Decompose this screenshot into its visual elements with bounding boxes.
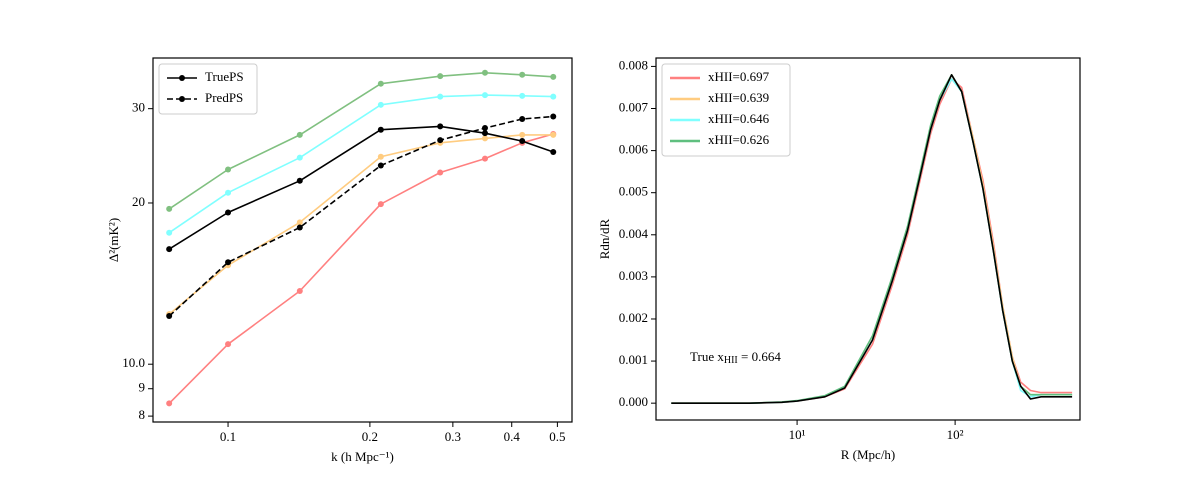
y-tick-label: 8 — [139, 407, 146, 422]
point — [481, 69, 488, 76]
point — [550, 93, 557, 100]
point — [166, 313, 173, 320]
point — [550, 131, 557, 138]
series-line — [168, 72, 554, 210]
x-axis-label: k (h Mpc⁻¹) — [331, 449, 394, 464]
legend-label: xHII=0.646 — [708, 111, 770, 126]
legend-label: PredPS — [205, 90, 243, 105]
x-axis-label: R (Mpc/h) — [841, 447, 896, 462]
y-tick-label: 0.003 — [619, 268, 648, 283]
series-line — [168, 125, 554, 250]
point — [296, 287, 303, 294]
y-tick-label: 9 — [139, 380, 146, 395]
point — [296, 177, 303, 184]
plot-area — [166, 69, 557, 407]
y-tick-label: 30 — [132, 100, 145, 115]
point — [519, 115, 526, 122]
y-tick-label: 0.007 — [619, 99, 649, 114]
point — [519, 71, 526, 78]
point — [296, 154, 303, 161]
point — [377, 80, 384, 87]
point — [481, 155, 488, 162]
point — [519, 138, 526, 145]
point — [481, 92, 488, 99]
point — [481, 125, 488, 132]
point — [437, 169, 444, 176]
x-tick-label: 10² — [947, 427, 964, 442]
y-tick-label: 0.005 — [619, 184, 648, 199]
point — [377, 153, 384, 160]
legend-marker — [179, 75, 185, 81]
x-tick-label: 0.4 — [504, 429, 521, 444]
point — [377, 201, 384, 208]
y-tick-label: 0.001 — [619, 352, 648, 367]
point — [296, 224, 303, 231]
series-line — [671, 74, 1073, 404]
point — [519, 131, 526, 138]
x-tick-label: 0.2 — [362, 429, 378, 444]
y-tick-label: 0.002 — [619, 310, 648, 325]
legend-label: xHII=0.639 — [708, 90, 769, 105]
x-tick-label: 0.1 — [220, 429, 236, 444]
y-axis-label: Rdn/dR — [597, 218, 612, 259]
legend-marker — [179, 96, 185, 102]
plot-area — [671, 74, 1073, 404]
y-tick-label: 10.0 — [122, 355, 145, 370]
y-tick-label: 0.006 — [619, 142, 649, 157]
y-tick-label: 0.000 — [619, 394, 648, 409]
point — [225, 166, 232, 173]
annotation-text: True x — [690, 349, 724, 364]
point — [377, 126, 384, 133]
point — [296, 219, 303, 226]
point — [437, 73, 444, 80]
legend-label: xHII=0.697 — [708, 69, 770, 84]
point — [225, 209, 232, 216]
axes-frame — [152, 57, 573, 423]
y-tick-label: 0.004 — [619, 226, 649, 241]
x-tick-label: 0.5 — [549, 429, 565, 444]
y-tick-label: 20 — [132, 194, 145, 209]
x-tick-label: 10¹ — [789, 427, 806, 442]
point — [437, 93, 444, 100]
point — [225, 189, 232, 196]
annotation-after: = 0.664 — [738, 349, 782, 364]
point — [296, 131, 303, 138]
point — [166, 400, 173, 407]
x-tick-label: 0.3 — [445, 429, 461, 444]
point — [166, 246, 173, 253]
point — [437, 123, 444, 130]
point — [550, 73, 557, 80]
point — [225, 341, 232, 348]
y-axis-label: Δ²(mK²) — [106, 218, 121, 262]
series-line — [168, 133, 554, 404]
series-line — [168, 115, 554, 317]
point — [377, 162, 384, 169]
point — [481, 130, 488, 137]
legend-box — [661, 63, 791, 157]
legend-label: xHII=0.626 — [708, 132, 770, 147]
point — [519, 92, 526, 99]
series-line — [168, 134, 554, 315]
point — [481, 135, 488, 142]
point — [166, 229, 173, 236]
annotation: True xHII = 0.664 — [690, 349, 781, 366]
point — [550, 113, 557, 120]
point — [225, 259, 232, 266]
y-tick-label: 0.008 — [619, 57, 648, 72]
point — [550, 149, 557, 156]
point — [166, 205, 173, 212]
point — [377, 101, 384, 108]
point — [437, 137, 444, 144]
axes-frame — [655, 57, 1081, 421]
legend-label: TruePS — [205, 69, 244, 84]
series-line — [168, 94, 554, 234]
annotation-sub: HII — [724, 355, 738, 366]
